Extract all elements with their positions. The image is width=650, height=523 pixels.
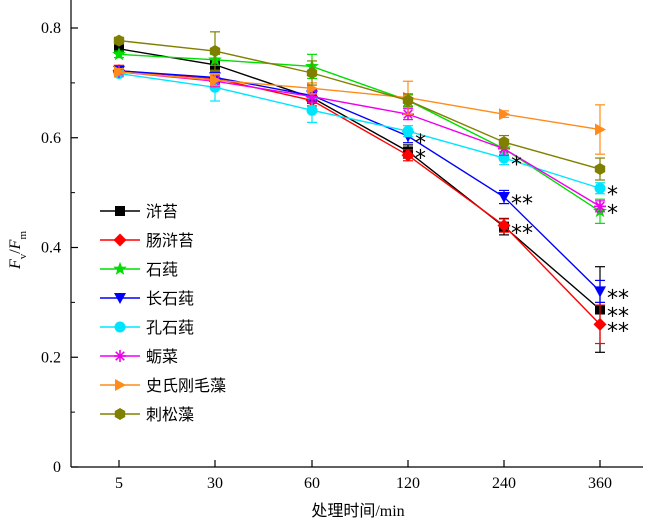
- marker-star: [113, 261, 127, 275]
- x-axis-title: 处理时间/min: [311, 502, 404, 520]
- significance-star: **: [607, 286, 629, 311]
- legend-label: 浒苔: [146, 203, 178, 221]
- legend-item-4: 长石莼: [100, 290, 194, 308]
- significance-star: **: [607, 305, 629, 330]
- x-tick-label: 30: [207, 475, 223, 492]
- plot-frame: [70, 0, 643, 468]
- legend-item-3: 石莼: [100, 261, 178, 279]
- significance-star: *: [511, 153, 522, 178]
- marker-triangle-right: [210, 74, 221, 87]
- legend-item-8: 刺松藻: [100, 406, 194, 424]
- marker-hexagon: [498, 136, 510, 149]
- legend-item-7: 史氏刚毛藻: [100, 377, 226, 395]
- marker-diamond: [113, 233, 127, 247]
- series-line: [118, 70, 601, 292]
- marker-hexagon: [306, 67, 318, 79]
- x-tick-label: 5: [115, 475, 123, 492]
- y-axis: 0 0.2 0.4 0.6 0.8: [41, 20, 78, 476]
- significance-star: *: [415, 146, 426, 171]
- marker-triangle-down: [594, 286, 606, 298]
- marker-circle: [114, 321, 126, 333]
- marker-hexagon: [594, 163, 606, 176]
- series-line: [118, 48, 601, 311]
- legend-item-6: 蛎菜: [100, 348, 178, 366]
- y-axis-title-sub1: v: [17, 253, 29, 259]
- legend-item-2: 肠浒苔: [100, 232, 194, 250]
- series-line: [118, 71, 601, 131]
- series-line: [118, 70, 601, 325]
- legend-item-5: 孔石莼: [100, 319, 194, 337]
- series-line: [118, 53, 601, 212]
- y-axis-title-main: F: [7, 259, 24, 270]
- y-tick-label: 0: [53, 459, 61, 476]
- x-tick-label: 120: [396, 475, 420, 492]
- significance-star: *: [415, 131, 426, 156]
- x-tick-label: 240: [492, 475, 516, 492]
- series-6: [113, 65, 606, 213]
- marker-asterisk: [594, 200, 606, 213]
- legend-label: 蛎菜: [146, 348, 178, 366]
- legend-label: 长石莼: [146, 290, 194, 308]
- series-8: [113, 31, 606, 181]
- significance-stars: ***************: [415, 131, 629, 344]
- marker-triangle-right: [595, 123, 606, 136]
- legend-label: 石莼: [146, 261, 178, 279]
- marker-hexagon: [114, 408, 126, 420]
- x-axis: 5 30 60 120 240 360: [115, 460, 612, 492]
- significance-star: **: [511, 222, 533, 247]
- legend-label: 孔石莼: [146, 319, 194, 337]
- y-tick-label: 0.8: [41, 20, 61, 37]
- y-tick-label: 0.6: [41, 130, 61, 147]
- x-tick-label: 60: [304, 475, 320, 492]
- asterisk-stroke: [595, 201, 605, 212]
- y-tick-label: 0.4: [41, 240, 61, 257]
- legend-label: 肠浒苔: [146, 232, 194, 250]
- marker-triangle-right: [115, 379, 126, 391]
- marker-diamond: [497, 219, 511, 233]
- asterisk-stroke: [115, 351, 125, 361]
- legend-item-1: 浒苔: [100, 203, 178, 221]
- y-axis-title-sub2: m: [17, 231, 29, 240]
- series-layer: [112, 31, 607, 353]
- significance-star: *: [607, 201, 618, 226]
- series-line: [118, 39, 601, 170]
- marker-circle: [402, 125, 414, 137]
- y-tick-label: 0.2: [41, 349, 61, 366]
- y-axis-title: Fv/Fm: [7, 231, 29, 271]
- marker-triangle-down: [498, 192, 510, 204]
- series-line: [118, 72, 601, 189]
- marker-circle: [306, 104, 318, 116]
- marker-triangle-right: [499, 108, 510, 121]
- legend-label: 刺松藻: [146, 406, 194, 424]
- marker-diamond: [593, 317, 607, 331]
- significance-star: *: [607, 183, 618, 208]
- series-4: [113, 65, 606, 303]
- marker-diamond: [401, 148, 415, 162]
- marker-asterisk: [114, 350, 126, 362]
- marker-hexagon: [113, 34, 125, 47]
- marker-hexagon: [402, 94, 414, 107]
- significance-star: **: [511, 192, 533, 217]
- marker-star: [112, 47, 126, 61]
- y-axis-title-main2: F: [7, 239, 24, 250]
- series-line: [118, 71, 601, 207]
- marker-circle: [594, 182, 606, 194]
- x-tick-label: 360: [588, 475, 612, 492]
- y-axis-title-sep: /: [7, 249, 24, 254]
- marker-triangle-right: [114, 65, 125, 78]
- significance-star: **: [607, 319, 629, 344]
- marker-square: [115, 206, 125, 216]
- marker-hexagon: [209, 45, 221, 58]
- legend-label: 史氏刚毛藻: [146, 377, 226, 395]
- marker-triangle-down: [114, 293, 126, 304]
